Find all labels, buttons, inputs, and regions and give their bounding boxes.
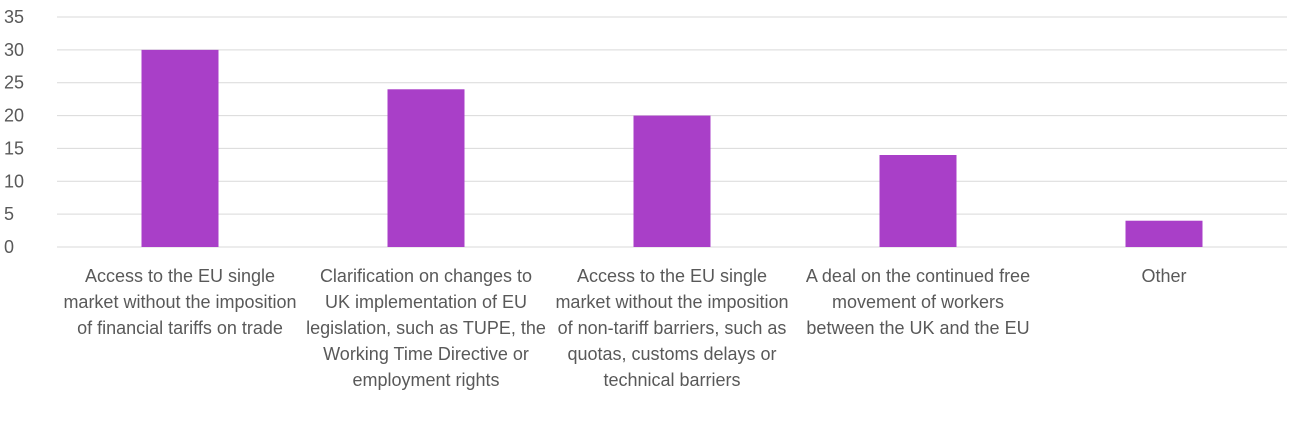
y-tick-label: 35 bbox=[4, 7, 24, 27]
y-tick-label: 0 bbox=[4, 237, 14, 257]
y-tick-label: 5 bbox=[4, 204, 14, 224]
y-tick-label: 10 bbox=[4, 171, 24, 191]
y-tick-label: 30 bbox=[4, 40, 24, 60]
y-tick-label: 25 bbox=[4, 73, 24, 93]
category-label-2: Access to the EU single market without t… bbox=[555, 266, 789, 390]
category-label-3: A deal on the continued free movement of… bbox=[805, 266, 1031, 338]
category-label-4: Other bbox=[1141, 266, 1187, 286]
bar-3 bbox=[879, 155, 957, 247]
bar-2 bbox=[633, 115, 711, 247]
category-label-0: Access to the EU single market without t… bbox=[63, 266, 297, 338]
y-tick-label: 15 bbox=[4, 138, 24, 158]
y-tick-label: 20 bbox=[4, 106, 24, 126]
bar-4 bbox=[1125, 220, 1203, 247]
category-label-1: Clarification on changes to UK implement… bbox=[306, 266, 546, 390]
bar-1 bbox=[387, 89, 465, 248]
bar-0 bbox=[141, 49, 219, 247]
